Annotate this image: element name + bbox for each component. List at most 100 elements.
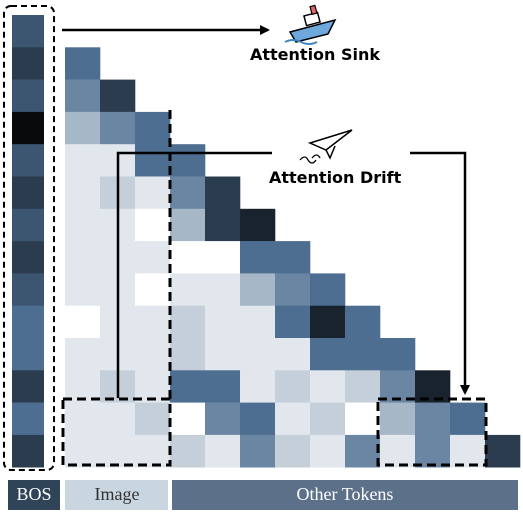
heat-cell xyxy=(65,144,101,177)
heat-cell xyxy=(170,241,206,274)
heat-cell xyxy=(135,241,171,274)
heat-cell xyxy=(135,208,171,242)
heat-cell xyxy=(12,111,44,145)
heat-cell xyxy=(240,273,276,306)
heat-cell xyxy=(12,144,44,177)
heat-cell xyxy=(12,47,44,80)
heat-cell xyxy=(240,402,276,436)
heat-cell xyxy=(170,208,206,242)
heat-cell xyxy=(12,15,44,48)
heat-cell xyxy=(170,144,206,177)
heat-cell xyxy=(345,402,381,436)
heat-cell xyxy=(12,338,44,371)
heat-cell xyxy=(170,434,206,468)
heat-cell xyxy=(135,111,171,145)
heat-cell xyxy=(135,273,171,306)
heat-cell xyxy=(310,305,346,339)
heat-cell xyxy=(65,47,101,80)
image-segment xyxy=(65,480,168,510)
other-box xyxy=(376,397,488,467)
heat-cell xyxy=(100,79,136,113)
heat-cell xyxy=(65,176,101,210)
drift-line xyxy=(116,151,272,398)
heat-cell xyxy=(65,241,101,274)
heat-cell xyxy=(100,402,136,436)
heat-cell xyxy=(240,370,276,403)
heat-cell xyxy=(205,305,241,339)
heat-cell xyxy=(415,370,451,403)
heat-cell xyxy=(205,273,241,306)
heat-cell xyxy=(275,305,311,339)
heat-cell xyxy=(65,111,101,145)
heat-cell xyxy=(170,305,206,339)
heat-cell xyxy=(12,434,44,468)
heat-cell xyxy=(205,434,241,468)
heat-cell xyxy=(240,434,276,468)
heat-cell xyxy=(135,305,171,339)
heat-cell xyxy=(135,434,171,468)
heat-cell xyxy=(205,370,241,403)
heat-cell xyxy=(170,402,206,436)
heat-cell xyxy=(345,338,381,371)
other-label: Other Tokens xyxy=(297,484,394,504)
ship-icon xyxy=(284,4,337,45)
heat-cell xyxy=(12,176,44,210)
sink-label: Attention Sink xyxy=(250,45,380,64)
heat-cell xyxy=(135,176,171,210)
drift-label: Attention Drift xyxy=(269,168,402,187)
heat-cell xyxy=(12,305,44,339)
heat-cell xyxy=(100,111,136,145)
bos-label: BOS xyxy=(16,484,51,504)
heat-cell xyxy=(135,370,171,403)
heat-cell xyxy=(380,338,416,371)
heat-cell xyxy=(12,273,44,306)
heat-cell xyxy=(240,338,276,371)
heat-cell xyxy=(170,273,206,306)
heat-cell xyxy=(240,305,276,339)
bos-segment xyxy=(8,480,60,510)
heat-cell xyxy=(415,434,451,468)
heat-cell xyxy=(65,370,101,403)
other-segment xyxy=(172,480,518,510)
heat-cell xyxy=(380,434,416,468)
heat-cell xyxy=(170,338,206,371)
heat-cell xyxy=(65,434,101,468)
heat-cell xyxy=(205,338,241,371)
heat-cell xyxy=(100,434,136,468)
heat-cell xyxy=(135,144,171,177)
heat-cell xyxy=(345,370,381,403)
heat-cell xyxy=(12,402,44,436)
heat-cell xyxy=(135,338,171,371)
heat-cell xyxy=(310,273,346,306)
heat-cell xyxy=(65,208,101,242)
heat-cell xyxy=(65,338,101,371)
heat-cell xyxy=(345,434,381,468)
plane-icon xyxy=(299,129,353,164)
heat-cell xyxy=(310,434,346,468)
heat-cell xyxy=(345,305,381,339)
heat-cell xyxy=(135,402,171,436)
heat-cell xyxy=(65,402,101,436)
heat-cell xyxy=(275,370,311,403)
heat-cell xyxy=(275,241,311,274)
heat-cell xyxy=(205,402,241,436)
heat-cell xyxy=(12,208,44,242)
heat-cell xyxy=(65,305,101,339)
heat-cell xyxy=(275,338,311,371)
heat-cell xyxy=(275,273,311,306)
heat-cell xyxy=(380,402,416,436)
heat-cell xyxy=(450,434,486,468)
heat-cell xyxy=(205,241,241,274)
heat-cell xyxy=(240,208,276,242)
heat-cell xyxy=(12,370,44,403)
heat-cell xyxy=(275,402,311,436)
heat-cell xyxy=(170,176,206,210)
heat-cell xyxy=(205,176,241,210)
heat-cell xyxy=(65,79,101,113)
drift-arrow xyxy=(410,151,470,395)
heat-cell xyxy=(310,402,346,436)
heat-cell xyxy=(275,434,311,468)
heat-cell xyxy=(450,402,486,436)
image-box xyxy=(61,397,172,467)
